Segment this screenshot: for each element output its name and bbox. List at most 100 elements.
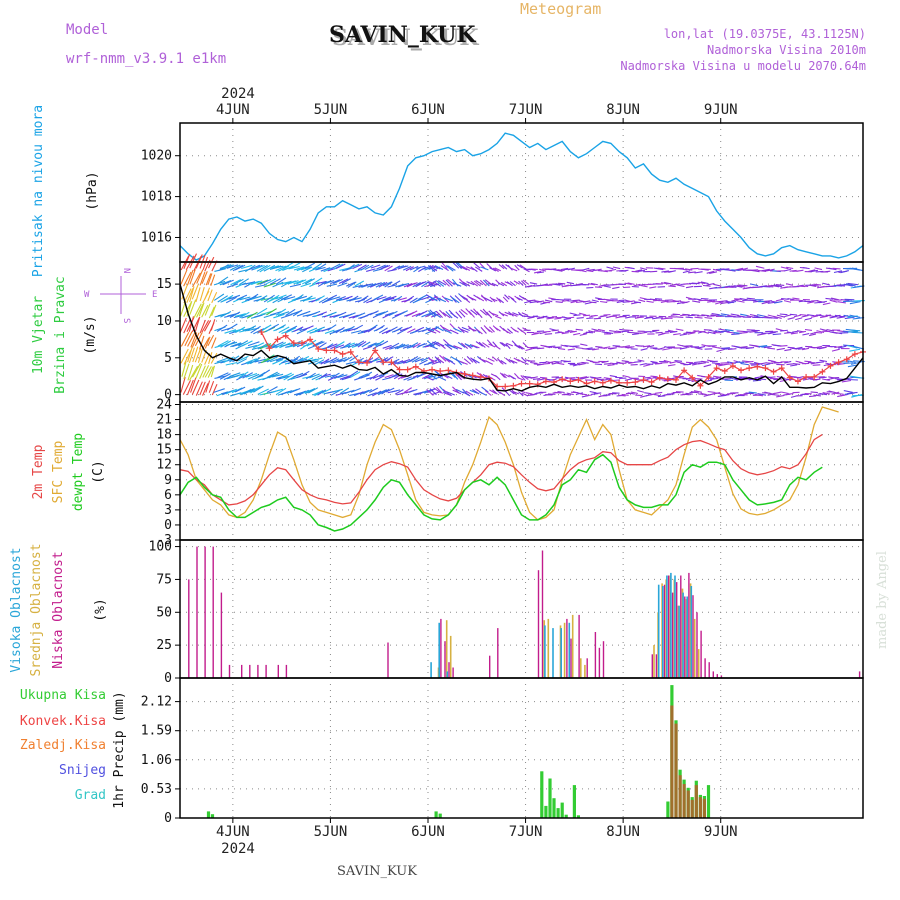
convective-rain-bar <box>699 797 702 818</box>
wind-arrow <box>590 302 597 303</box>
low-cloud-bar <box>664 585 665 678</box>
wind-arrow <box>530 394 537 395</box>
wind-arrow <box>811 392 818 393</box>
wind-arrow <box>552 330 559 331</box>
wind-arrow <box>701 299 709 300</box>
wind-arrow <box>622 331 629 332</box>
low-cloud-bar <box>652 654 653 678</box>
wind-arrow <box>709 346 717 347</box>
total-rain-bar <box>548 779 551 819</box>
wind-arrow <box>796 300 803 301</box>
wind-arrow <box>556 302 563 303</box>
high-cloud-bar <box>430 662 432 678</box>
wind-arrow <box>619 284 626 285</box>
wind-arrow <box>656 284 663 285</box>
low-cloud-bar <box>249 665 250 678</box>
footer-station: SAVIN_KUK <box>337 864 417 879</box>
y-tick-label: 25 <box>156 638 172 653</box>
wind-arrow <box>673 314 681 315</box>
wind-arrow <box>675 361 683 362</box>
wind-arrow <box>773 334 781 335</box>
high-cloud-bar <box>438 623 440 678</box>
low-cloud-bar <box>859 671 860 678</box>
high-cloud-bar <box>658 585 660 678</box>
wind-arrow <box>594 318 601 319</box>
low-cloud-bar <box>709 662 710 678</box>
wind-arrow <box>722 379 731 380</box>
low-cloud-bar <box>696 612 697 678</box>
model-value: wrf-nmm_v3.9.1 e1km <box>66 51 226 67</box>
low-cloud-bar <box>570 639 571 678</box>
wind-arrow <box>765 363 773 364</box>
compass-south: S <box>121 318 131 323</box>
wind-arrow <box>543 302 550 303</box>
wind-arrow <box>604 299 611 300</box>
low-cloud-bar <box>257 665 258 678</box>
wind-arrow <box>540 377 547 378</box>
convective-rain-bar <box>691 800 694 818</box>
low-cloud-bar <box>188 579 189 678</box>
top-day-label: 4JUN <box>216 102 250 118</box>
wind-unit: (m/s) <box>83 315 98 354</box>
convective-rain-bar <box>670 706 673 819</box>
total-rain-bar <box>573 785 576 818</box>
high-cloud-bar <box>662 586 664 678</box>
mid-cloud-bar <box>548 619 550 678</box>
y-tick-label: 12 <box>156 458 172 473</box>
bottom-day-label: 4JUN <box>216 824 250 840</box>
y-tick-label: 24 <box>156 398 172 413</box>
low-cloud-bar <box>196 547 197 678</box>
wind-arrow <box>682 314 689 315</box>
y-tick-label: 2.12 <box>141 695 172 710</box>
wind-arrow <box>786 394 793 395</box>
y-tick-label: 1016 <box>141 230 172 245</box>
mid-cloud-bar <box>450 636 452 678</box>
bottom-day-label: 6JUN <box>411 824 445 840</box>
high-cloud-ylabel: Visoka Oblacnost <box>9 547 24 672</box>
model-altitude-label: Nadmorska Visina u modelu 2070.64m <box>620 59 866 73</box>
wind-arrow <box>658 396 665 397</box>
high-cloud-bar <box>682 593 684 678</box>
wind-arrow <box>780 314 788 315</box>
y-tick-label: 0 <box>164 518 172 533</box>
top-day-label: 5JUN <box>314 102 348 118</box>
wind-arrow <box>790 314 797 315</box>
wind-arrow <box>594 393 601 394</box>
convective-rain-bar <box>703 799 706 818</box>
top-day-label: 6JUN <box>411 102 445 118</box>
mid-cloud-bar <box>446 620 448 678</box>
wind-arrow <box>667 302 674 303</box>
low-cloud-bar <box>444 641 445 678</box>
mid-cloud-bar <box>580 658 582 678</box>
bottom-day-label: 9JUN <box>704 824 738 840</box>
wind-arrow <box>809 396 816 397</box>
wind-arrow <box>804 361 811 362</box>
high-cloud-bar <box>691 586 693 678</box>
low-cloud-bar <box>578 615 579 678</box>
meteogram-chart: Model wrf-nmm_v3.9.1 e1km SAVIN_KUK SAVI… <box>0 0 900 900</box>
low-cloud-bar <box>684 597 685 679</box>
low-cloud-bar <box>213 547 214 678</box>
y-tick-label: 3 <box>164 503 172 518</box>
low-cloud-bar <box>387 643 388 679</box>
pressure-unit: (hPa) <box>85 171 100 210</box>
low-cloud-bar <box>668 576 669 679</box>
wind-arrow <box>619 300 626 301</box>
top-day-label: 7JUN <box>509 102 543 118</box>
wind-arrow <box>544 331 551 332</box>
legend-convective-rain: Konvek.Kisa <box>20 714 106 729</box>
low-cloud-bar <box>452 668 453 679</box>
y-tick-label: 1018 <box>141 190 172 205</box>
convective-rain-bar <box>695 785 698 818</box>
y-tick-label: 0 <box>164 671 172 686</box>
compass-east: E <box>152 290 157 300</box>
wind-arrow <box>644 377 651 378</box>
y-tick-label: 18 <box>156 428 172 443</box>
convective-rain-bar <box>683 784 686 818</box>
low-cloud-bar <box>656 654 657 678</box>
compass-west: W <box>84 290 90 300</box>
clouds-unit: (%) <box>93 598 108 621</box>
y-tick-label: 0.53 <box>141 782 172 797</box>
wind-arrow <box>852 332 863 333</box>
mid-cloud-bar <box>572 615 574 678</box>
